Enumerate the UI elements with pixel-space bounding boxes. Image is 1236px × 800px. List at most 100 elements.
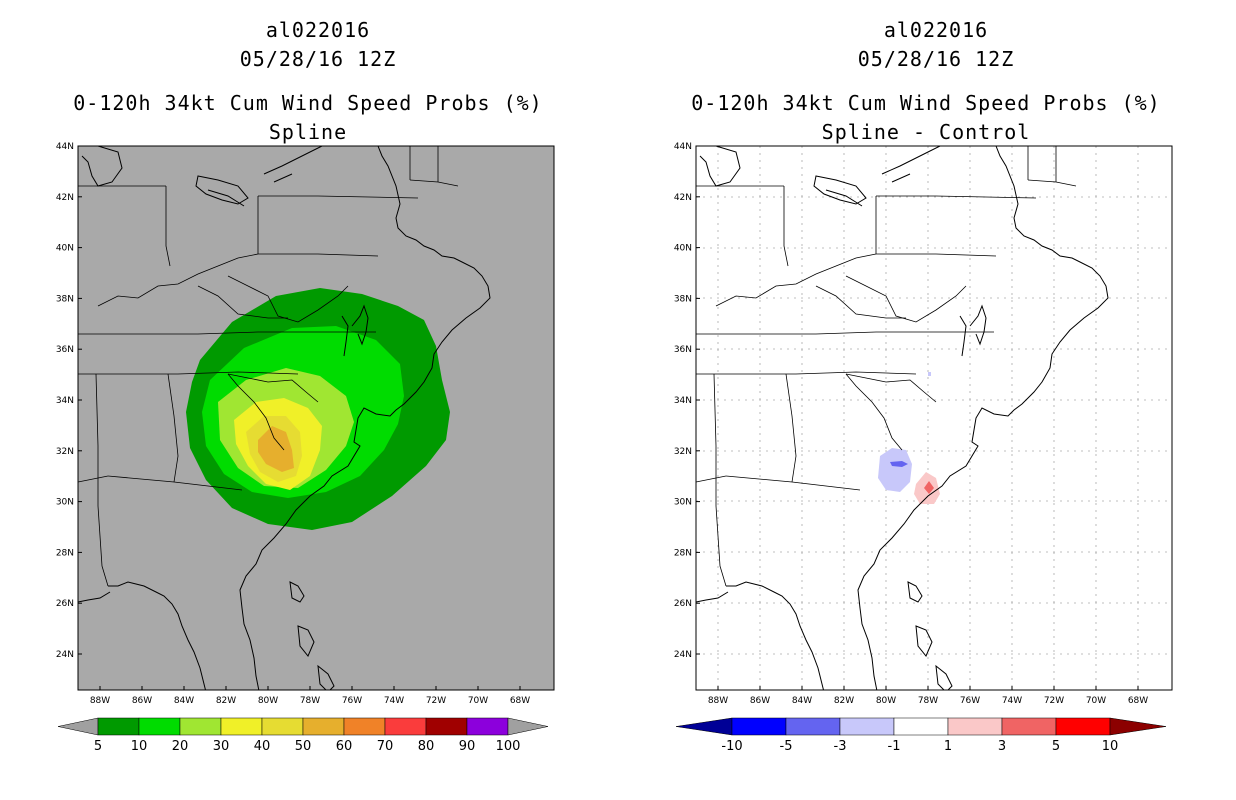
right-date: 05/28/16 12Z — [857, 47, 1015, 71]
lon-label: 88W — [708, 696, 728, 706]
left-map — [77, 145, 555, 691]
colorbar-label: 80 — [418, 739, 435, 754]
lat-label: 32N — [674, 447, 692, 457]
lon-label: 86W — [750, 696, 770, 706]
lat-label: 28N — [56, 548, 74, 558]
lat-label: 40N — [56, 244, 74, 254]
right-map — [695, 145, 1173, 691]
lat-label: 44N — [674, 142, 692, 152]
left-contour-50 — [258, 426, 294, 472]
colorbar-label: 90 — [459, 739, 476, 754]
lat-label: 36N — [56, 345, 74, 355]
lat-label: 26N — [56, 599, 74, 609]
lon-label: 68W — [510, 696, 530, 706]
lon-label: 84W — [174, 696, 194, 706]
lon-label: 74W — [1002, 696, 1022, 706]
left-subtitle: Spline — [268, 120, 348, 144]
colorbar-swatch — [466, 717, 509, 736]
lat-label: 34N — [674, 396, 692, 406]
colorbar-swatch — [425, 717, 468, 736]
right-subtitle: Spline - Control — [821, 120, 1031, 144]
colorbar-label: 20 — [172, 739, 189, 754]
lon-label: 84W — [792, 696, 812, 706]
right-latitude-labels: 44N 42N 40N 38N 36N 34N 32N 30N 28N 26N 24N — [674, 142, 700, 660]
colorbar-label: -1 — [888, 739, 901, 754]
right-storm-id: al022016 — [883, 18, 989, 42]
lon-label: 82W — [216, 696, 236, 706]
right-longitude-labels: 88W 86W 84W 82W 80W 78W 76W 74W 72W 70W 68W — [708, 686, 1148, 706]
lat-label: 34N — [56, 396, 74, 406]
right-product-block: 0-120h 34kt Cum Wind Speed Probs (%) Spl… — [636, 89, 1216, 147]
colorbar-swatch — [97, 717, 140, 736]
colorbar-end-left — [675, 717, 733, 736]
left-product-block: 0-120h 34kt Cum Wind Speed Probs (%) Spl… — [18, 89, 598, 147]
left-title-block: al022016 05/28/16 12Z — [38, 16, 598, 74]
colorbar-label: 70 — [377, 739, 394, 754]
colorbar-label: 10 — [1102, 739, 1119, 754]
colorbar-label: 10 — [131, 739, 148, 754]
lon-label: 72W — [426, 696, 446, 706]
lon-label: 70W — [468, 696, 488, 706]
left-date: 05/28/16 12Z — [239, 47, 397, 71]
right-product-title: 0-120h 34kt Cum Wind Speed Probs (%) — [691, 91, 1161, 115]
lon-label: 72W — [1044, 696, 1064, 706]
lat-label: 36N — [674, 345, 692, 355]
lat-label: 30N — [56, 498, 74, 508]
lon-label: 80W — [876, 696, 896, 706]
right-contour-negative-core — [890, 461, 908, 467]
colorbar-label: 3 — [998, 739, 1006, 754]
colorbar-swatch — [947, 717, 1003, 736]
lon-label: 86W — [132, 696, 152, 706]
colorbar-label: 5 — [94, 739, 102, 754]
colorbar-swatch — [302, 717, 345, 736]
colorbar-swatch — [179, 717, 222, 736]
colorbar-swatch — [138, 717, 181, 736]
left-storm-id: al022016 — [265, 18, 371, 42]
lon-label: 74W — [384, 696, 404, 706]
colorbar-label: 60 — [336, 739, 353, 754]
colorbar-label: 5 — [1052, 739, 1060, 754]
colorbar-label: 1 — [944, 739, 952, 754]
colorbar-swatch — [893, 717, 949, 736]
colorbar-swatch — [261, 717, 304, 736]
colorbar-label: 30 — [213, 739, 230, 754]
colorbar-end-right — [507, 717, 549, 736]
colorbar-swatch — [343, 717, 386, 736]
colorbar-swatch — [731, 717, 787, 736]
right-colorbar: -10 -5 -3 -1 1 3 5 10 — [675, 717, 1167, 754]
lon-label: 78W — [300, 696, 320, 706]
right-contour-negative — [878, 448, 912, 492]
lat-label: 28N — [674, 548, 692, 558]
colorbar-swatch — [220, 717, 263, 736]
lat-label: 32N — [56, 447, 74, 457]
lon-label: 70W — [1086, 696, 1106, 706]
lon-label: 76W — [960, 696, 980, 706]
lat-label: 40N — [674, 244, 692, 254]
right-contour-positive-core — [924, 481, 934, 494]
colorbar-end-left — [57, 717, 99, 736]
lon-label: 80W — [258, 696, 278, 706]
colorbar-label: 50 — [295, 739, 312, 754]
lat-label: 24N — [56, 650, 74, 660]
right-title-block: al022016 05/28/16 12Z — [656, 16, 1216, 74]
left-longitude-labels: 88W 86W 84W 82W 80W 78W 76W 74W 72W 70W 68W — [90, 686, 530, 706]
lon-label: 68W — [1128, 696, 1148, 706]
colorbar-label: 40 — [254, 739, 271, 754]
lat-label: 38N — [56, 294, 74, 304]
lat-label: 44N — [56, 142, 74, 152]
lat-label: 30N — [674, 498, 692, 508]
lon-label: 76W — [342, 696, 362, 706]
left-latitude-labels: 44N 42N 40N 38N 36N 34N 32N 30N 28N 26N 24N — [56, 142, 82, 660]
lat-label: 38N — [674, 294, 692, 304]
colorbar-label: -3 — [834, 739, 847, 754]
colorbar-label: -5 — [780, 739, 793, 754]
colorbar-label: 100 — [496, 739, 521, 754]
lon-label: 88W — [90, 696, 110, 706]
lat-label: 42N — [674, 193, 692, 203]
lon-label: 78W — [918, 696, 938, 706]
lat-label: 24N — [674, 650, 692, 660]
left-colorbar: 5 10 20 30 40 50 60 70 80 90 100 — [57, 717, 549, 754]
colorbar-swatch — [1001, 717, 1057, 736]
lon-label: 82W — [834, 696, 854, 706]
colorbar-swatch — [1055, 717, 1111, 736]
